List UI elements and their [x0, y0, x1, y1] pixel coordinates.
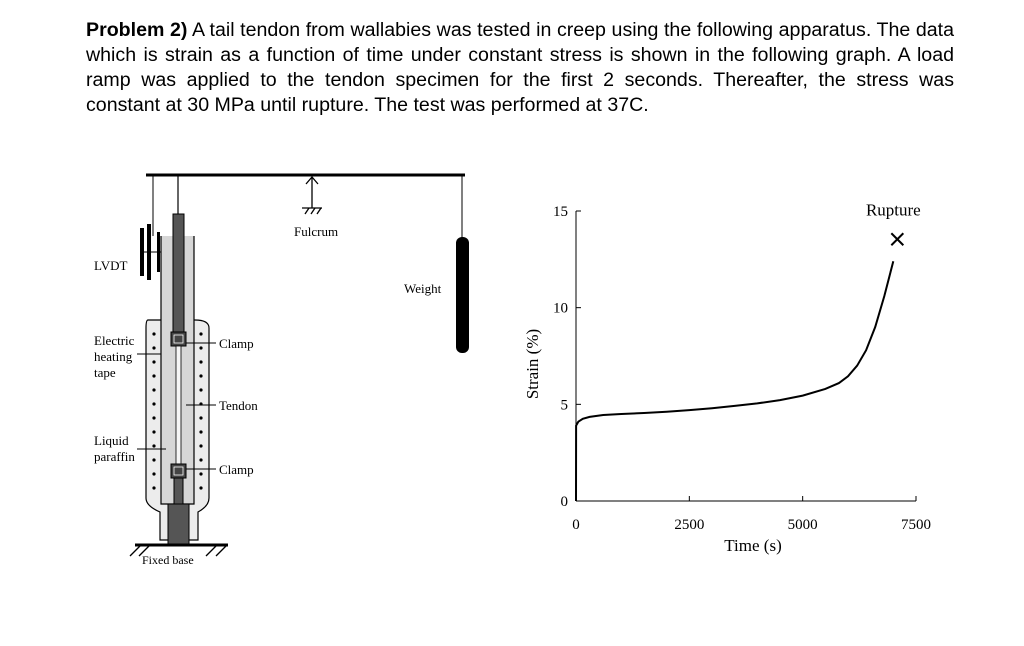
y-tick-label: 10	[553, 301, 568, 317]
y-tick-label: 15	[553, 204, 568, 220]
fulcrum-support	[302, 176, 322, 215]
label-clamp-bottom: Clamp	[219, 462, 254, 477]
heating-tape-dots	[152, 332, 203, 490]
rupture-marker	[890, 232, 905, 246]
problem-label: Problem 2)	[86, 19, 188, 41]
problem-text: A tail tendon from wallabies was tested …	[86, 19, 954, 116]
label-lvdt: LVDT	[94, 258, 128, 273]
rupture-annotation: Rupture	[866, 200, 921, 219]
label-tendon: Tendon	[219, 398, 258, 413]
label-weight: Weight	[404, 281, 442, 296]
x-axis-label: Time (s)	[724, 536, 781, 555]
problem-statement: Problem 2) A tail tendon from wallabies …	[86, 18, 954, 118]
label-electric-heating-tape: Electric heating tape	[94, 333, 138, 380]
y-tick-label: 5	[561, 397, 569, 413]
x-tick-label: 0	[572, 517, 580, 533]
label-fulcrum: Fulcrum	[294, 224, 338, 239]
strain-series-line	[575, 261, 895, 502]
rupture-x-stroke	[890, 232, 905, 246]
label-clamp-top: Clamp	[219, 336, 254, 351]
y-tick-label: 0	[561, 494, 569, 510]
x-tick-label: 5000	[788, 517, 818, 533]
label-fixed-base: Fixed base	[142, 553, 194, 567]
label-liquid-paraffin: Liquid paraffin	[94, 433, 135, 464]
y-axis-label: Strain (%)	[523, 329, 542, 399]
chart-ticks: 0 2500 5000 7500 0 5 10 15	[553, 204, 931, 533]
fixed-base-support	[129, 543, 228, 557]
x-tick-label: 7500	[901, 517, 931, 533]
x-tick-label: 2500	[674, 517, 704, 533]
weight-mass	[456, 237, 469, 353]
chart-axes	[575, 211, 916, 502]
